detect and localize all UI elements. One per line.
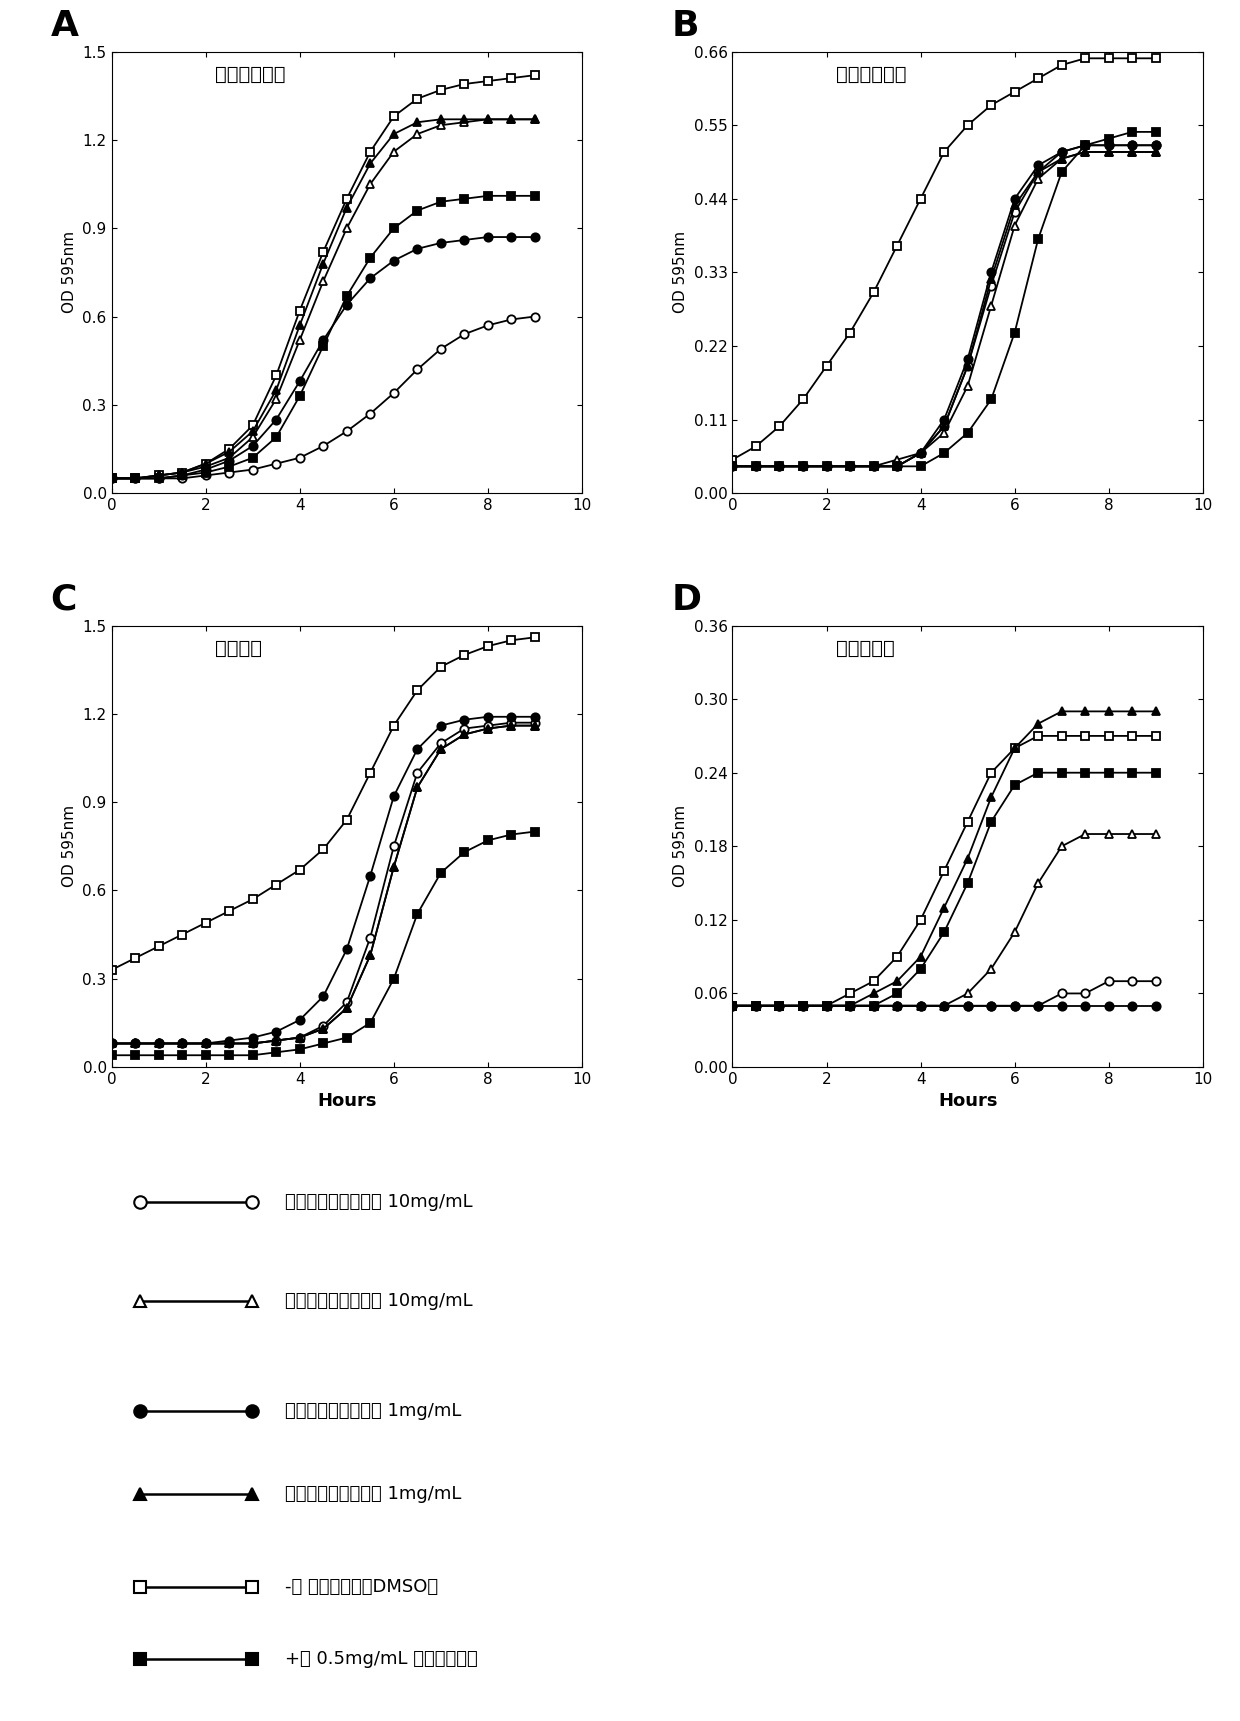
- Text: D: D: [671, 583, 702, 616]
- Text: 黄芩地上部分水提物 1mg/mL: 黄芩地上部分水提物 1mg/mL: [285, 1403, 461, 1420]
- X-axis label: Hours: Hours: [937, 1093, 997, 1110]
- Y-axis label: OD 595nm: OD 595nm: [62, 805, 77, 888]
- Text: 黄芩地上部分醒提物 1mg/mL: 黄芩地上部分醒提物 1mg/mL: [285, 1485, 461, 1502]
- Text: 嗜水气单胞菌: 嗜水气单胞菌: [215, 65, 285, 84]
- Y-axis label: OD 595nm: OD 595nm: [673, 231, 688, 313]
- Text: 黄芩地上部分醒提物 10mg/mL: 黄芩地上部分醒提物 10mg/mL: [285, 1292, 472, 1310]
- Text: A: A: [51, 9, 78, 43]
- X-axis label: Hours: Hours: [317, 1093, 377, 1110]
- Text: C: C: [51, 583, 77, 616]
- Text: 溶藻弧菌: 溶藻弧菌: [215, 638, 262, 657]
- Text: B: B: [671, 9, 699, 43]
- Y-axis label: OD 595nm: OD 595nm: [673, 805, 688, 888]
- Text: 哈维氏弧菌: 哈维氏弧菌: [836, 638, 895, 657]
- Text: +： 0.5mg/mL 恩诺沙星溶液: +： 0.5mg/mL 恩诺沙星溶液: [285, 1650, 477, 1668]
- Text: 黄芩地上部分水提物 10mg/mL: 黄芩地上部分水提物 10mg/mL: [285, 1193, 472, 1212]
- Text: -： 二甲基亚砖（DMSO）: -： 二甲基亚砖（DMSO）: [285, 1578, 438, 1597]
- Text: 迟缓爱德华菌: 迟缓爱德华菌: [836, 65, 906, 84]
- Y-axis label: OD 595nm: OD 595nm: [62, 231, 77, 313]
